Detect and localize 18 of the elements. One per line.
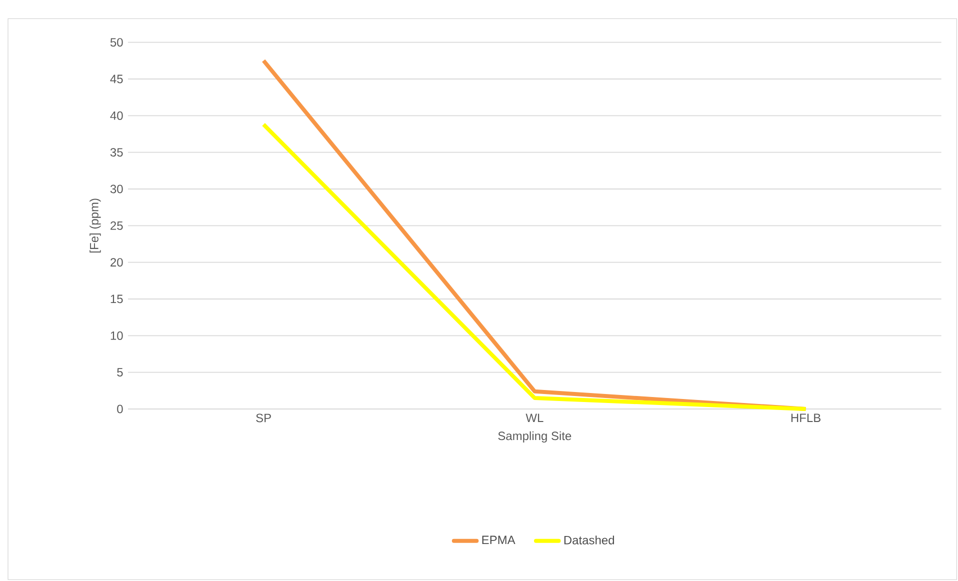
y-tick-label: 35 xyxy=(110,148,123,157)
x-tick-label: WL xyxy=(526,414,544,422)
x-axis-title: Sampling Site xyxy=(498,431,572,443)
y-tick-label: 40 xyxy=(110,111,123,120)
y-tick-label: 30 xyxy=(110,184,123,194)
legend-label: Datashed xyxy=(564,536,614,544)
y-tick-label: 5 xyxy=(117,368,123,377)
x-tick-label: HFLB xyxy=(791,414,820,422)
x-tick-label: SP xyxy=(256,414,271,422)
y-tick-label: 45 xyxy=(110,74,123,84)
y-axis-title: [Fe] (ppm) xyxy=(90,198,101,252)
y-tick-label: 25 xyxy=(110,221,123,230)
y-tick-label: 10 xyxy=(110,331,123,340)
legend-label: EPMA xyxy=(482,536,516,544)
y-tick-label: 50 xyxy=(110,38,123,47)
y-tick-label: 20 xyxy=(110,258,123,267)
y-tick-label: 0 xyxy=(117,404,123,414)
y-tick-label: 15 xyxy=(110,294,123,304)
